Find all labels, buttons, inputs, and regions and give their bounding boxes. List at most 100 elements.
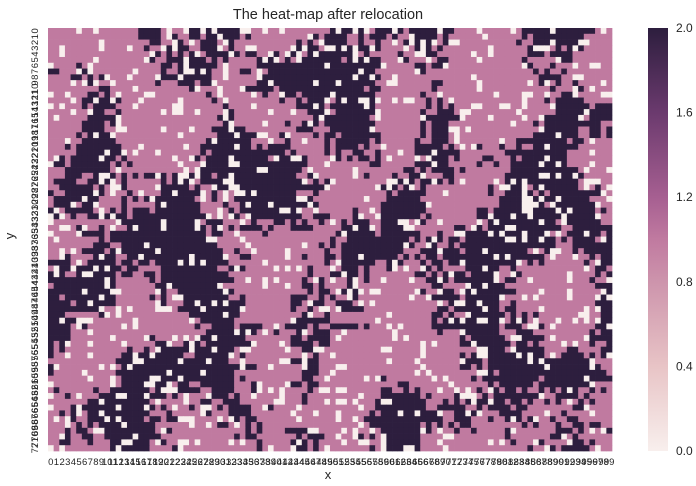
heatmap-cell [318, 259, 325, 266]
heatmap-cell [53, 62, 60, 69]
heatmap-cell [98, 253, 105, 261]
heatmap-cell [81, 143, 88, 151]
heatmap-cell [245, 85, 252, 93]
heatmap-cell [313, 126, 320, 133]
heatmap-cell [408, 85, 415, 93]
heatmap-cell [200, 167, 207, 174]
heatmap-cell [267, 271, 274, 278]
heatmap-cell [166, 143, 173, 151]
heatmap-cell [138, 207, 145, 214]
heatmap-cell [341, 39, 348, 46]
heatmap-cell [341, 155, 348, 162]
heatmap-cell [414, 253, 421, 261]
heatmap-cell [217, 242, 224, 249]
heatmap-cell [53, 294, 60, 301]
heatmap-cell [183, 201, 190, 208]
heatmap-cell [313, 300, 320, 307]
heatmap-cell [533, 109, 540, 116]
heatmap-cell [595, 207, 602, 214]
heatmap-cell [138, 225, 145, 232]
heatmap-cell [482, 85, 489, 93]
heatmap-cell [352, 236, 359, 243]
heatmap-cell [561, 300, 568, 307]
heatmap-cell [363, 178, 370, 185]
heatmap-cell [330, 85, 336, 93]
heatmap-cell [290, 62, 297, 69]
heatmap-cell [493, 85, 500, 93]
heatmap-cell [583, 33, 590, 40]
heatmap-cell [149, 294, 156, 301]
heatmap-cell [482, 45, 489, 52]
heatmap-cell [504, 294, 511, 301]
heatmap-cell [318, 155, 325, 162]
heatmap-cell [442, 120, 449, 127]
heatmap-cell [606, 282, 613, 290]
heatmap-cell [521, 33, 528, 40]
heatmap-cell [341, 207, 348, 214]
heatmap-cell [160, 242, 167, 249]
heatmap-cell [76, 138, 83, 145]
heatmap-cell [59, 149, 66, 156]
heatmap-cell [600, 196, 607, 203]
heatmap-cell [549, 219, 556, 226]
heatmap-cell [566, 311, 573, 319]
heatmap-cell [493, 259, 500, 266]
heatmap-cell [205, 306, 212, 313]
heatmap-cell [155, 219, 162, 226]
heatmap-cell [189, 265, 195, 272]
heatmap-cell [516, 225, 523, 232]
heatmap-cell [307, 288, 314, 295]
heatmap-cell [606, 178, 613, 185]
heatmap-cell [476, 213, 483, 220]
heatmap-cell [138, 39, 145, 46]
heatmap-cell [358, 271, 365, 278]
heatmap-cell [228, 294, 235, 301]
heatmap-cell [296, 230, 303, 237]
heatmap-cell [290, 138, 297, 145]
heatmap-cell [87, 288, 94, 295]
heatmap-cell [279, 265, 286, 272]
heatmap-cell [499, 85, 506, 93]
heatmap-cell [115, 248, 122, 255]
heatmap-cell [504, 91, 511, 98]
heatmap-cell [324, 56, 331, 64]
heatmap-cell [138, 103, 145, 110]
heatmap-cell [93, 51, 100, 58]
heatmap-cell [533, 259, 540, 266]
heatmap-cell [307, 225, 314, 232]
heatmap-cell [595, 149, 602, 156]
heatmap-cell [397, 62, 404, 69]
heatmap-cell [143, 51, 150, 58]
heatmap-cell [115, 167, 122, 174]
heatmap-cell [346, 311, 353, 319]
heatmap-cell [138, 62, 145, 69]
heatmap-cell [431, 103, 438, 110]
heatmap-cell [110, 97, 117, 104]
heatmap-cell [87, 225, 94, 232]
heatmap-cell [149, 149, 156, 156]
heatmap-cell [358, 300, 365, 307]
heatmap-cell [437, 277, 444, 284]
heatmap-cell [358, 126, 365, 133]
heatmap-cell [425, 74, 432, 81]
heatmap-cell [104, 184, 111, 191]
heatmap-cell [476, 167, 483, 174]
heatmap-cell [527, 51, 534, 58]
heatmap-cell [499, 132, 506, 139]
heatmap-cell [414, 109, 421, 116]
heatmap-cell [589, 184, 596, 191]
heatmap-cell [81, 149, 88, 156]
heatmap-cell [600, 155, 607, 162]
heatmap-cell [397, 33, 404, 40]
heatmap-cell [149, 138, 156, 145]
heatmap-cell [346, 259, 353, 266]
heatmap-cell [70, 225, 77, 232]
heatmap-cell [555, 207, 562, 214]
heatmap-cell [471, 288, 477, 295]
heatmap-cell [454, 201, 461, 208]
heatmap-cell [431, 39, 438, 46]
heatmap-cell [425, 114, 432, 122]
heatmap-cell [482, 242, 489, 249]
heatmap-cell [538, 219, 545, 226]
heatmap-cell [352, 201, 359, 208]
